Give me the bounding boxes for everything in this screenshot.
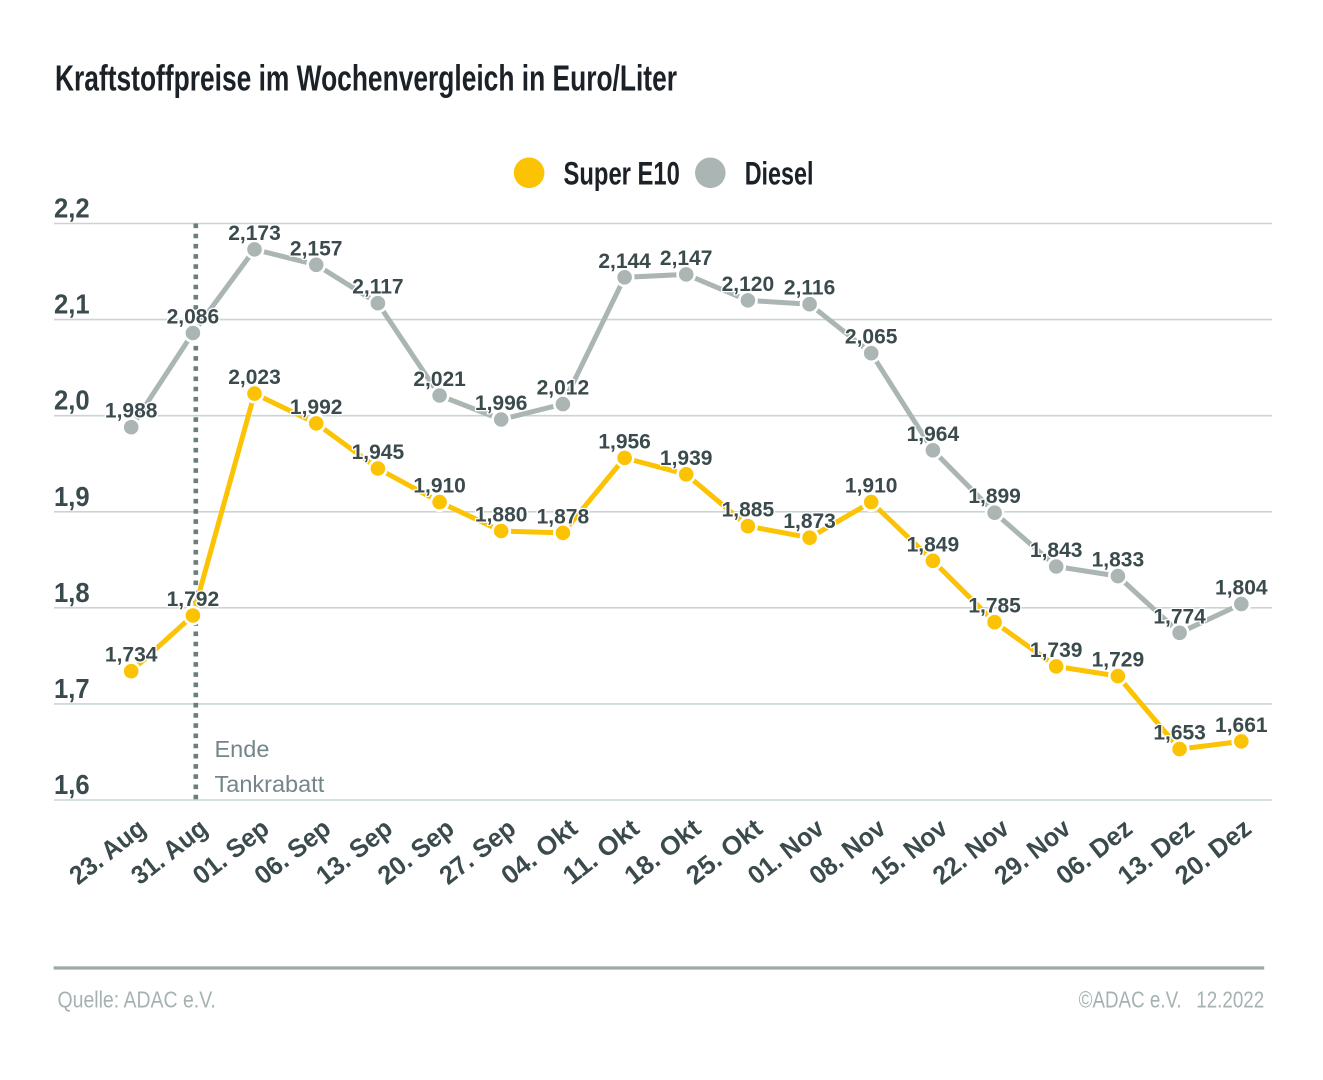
svg-text:1,873: 1,873 — [783, 510, 836, 533]
svg-text:2,157: 2,157 — [290, 237, 343, 260]
svg-text:Super E10: Super E10 — [564, 155, 680, 191]
svg-text:1,661: 1,661 — [1215, 714, 1268, 737]
svg-text:1,885: 1,885 — [722, 499, 775, 522]
svg-text:2,117: 2,117 — [352, 276, 403, 299]
svg-text:1,878: 1,878 — [537, 505, 590, 528]
svg-text:1,7: 1,7 — [54, 673, 90, 704]
svg-text:1,804: 1,804 — [1215, 577, 1268, 600]
svg-text:2,144: 2,144 — [598, 250, 651, 273]
svg-text:2,021: 2,021 — [413, 368, 466, 391]
svg-text:©ADAC e.V. 12.2022: ©ADAC e.V. 12.2022 — [1079, 987, 1265, 1013]
svg-text:1,774: 1,774 — [1153, 605, 1206, 628]
svg-text:1,785: 1,785 — [968, 595, 1021, 618]
svg-text:2,147: 2,147 — [660, 247, 713, 270]
svg-text:1,729: 1,729 — [1092, 649, 1145, 672]
svg-text:2,023: 2,023 — [228, 366, 281, 389]
svg-text:2,116: 2,116 — [784, 277, 835, 300]
svg-text:1,899: 1,899 — [968, 485, 1021, 508]
svg-text:2,2: 2,2 — [54, 193, 90, 224]
svg-text:1,6: 1,6 — [54, 769, 90, 800]
svg-text:1,739: 1,739 — [1030, 639, 1083, 662]
svg-text:1,939: 1,939 — [660, 447, 713, 470]
svg-text:2,065: 2,065 — [845, 326, 898, 349]
svg-text:1,910: 1,910 — [413, 475, 466, 498]
svg-text:1,792: 1,792 — [167, 588, 220, 611]
svg-text:Tankrabatt: Tankrabatt — [215, 771, 325, 797]
svg-text:1,964: 1,964 — [907, 423, 960, 446]
svg-text:1,843: 1,843 — [1030, 539, 1083, 562]
svg-text:1,992: 1,992 — [290, 396, 343, 419]
svg-text:1,956: 1,956 — [598, 430, 651, 453]
svg-text:Quelle: ADAC e.V.: Quelle: ADAC e.V. — [58, 987, 216, 1013]
svg-text:2,120: 2,120 — [722, 273, 775, 296]
svg-text:Diesel: Diesel — [745, 155, 814, 191]
svg-text:2,0: 2,0 — [54, 385, 90, 416]
svg-text:2,012: 2,012 — [537, 377, 590, 400]
svg-text:2,086: 2,086 — [167, 306, 220, 329]
svg-text:1,910: 1,910 — [845, 475, 898, 498]
svg-text:1,833: 1,833 — [1092, 549, 1145, 572]
svg-text:1,945: 1,945 — [352, 441, 405, 464]
svg-text:1,9: 1,9 — [54, 481, 90, 512]
svg-text:Kraftstoffpreise im Wochenverg: Kraftstoffpreise im Wochenvergleich in E… — [55, 58, 677, 99]
svg-text:Ende: Ende — [215, 736, 270, 762]
svg-text:1,734: 1,734 — [105, 644, 158, 667]
svg-text:1,849: 1,849 — [907, 533, 960, 556]
svg-text:2,1: 2,1 — [54, 289, 90, 320]
svg-text:1,653: 1,653 — [1153, 722, 1206, 745]
svg-text:1,988: 1,988 — [105, 400, 158, 423]
svg-text:2,173: 2,173 — [228, 222, 281, 245]
svg-text:1,880: 1,880 — [475, 504, 528, 527]
svg-text:1,996: 1,996 — [475, 392, 528, 415]
svg-text:1,8: 1,8 — [54, 577, 90, 608]
